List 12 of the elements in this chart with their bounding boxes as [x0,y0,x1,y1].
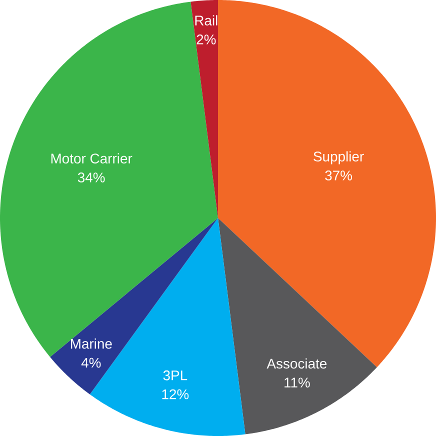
slice-label: Motor Carrier [51,153,132,164]
data-label: 37% [325,170,352,180]
slice-label: 3PL [163,370,188,380]
data-label: 12% [162,389,189,400]
slice-label: Associate [266,358,327,369]
data-label: 4% [81,358,101,368]
data-label: 34% [78,172,105,182]
slice-label: Supplier [314,151,364,164]
slice-label: Marine [70,338,112,349]
slice-label: Rail [195,15,218,26]
data-label: 2% [196,34,216,44]
data-label: 11% [284,378,310,388]
